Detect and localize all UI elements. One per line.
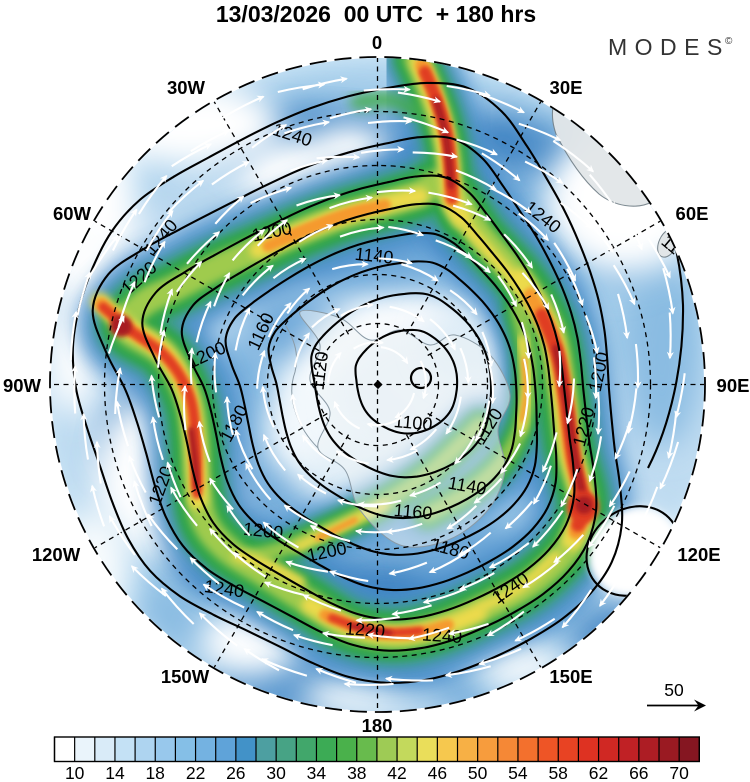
svg-text:90W: 90W	[3, 375, 42, 396]
svg-text:58: 58	[548, 763, 567, 782]
svg-text:150E: 150E	[549, 666, 592, 687]
svg-text:70: 70	[669, 763, 689, 782]
svg-text:1200: 1200	[242, 519, 284, 543]
svg-text:30: 30	[266, 763, 286, 782]
svg-text:90E: 90E	[717, 375, 750, 396]
svg-text:30W: 30W	[167, 77, 206, 98]
svg-text:60E: 60E	[676, 203, 709, 224]
svg-text:13/03/2026 00 UTC + 180 hrs: 13/03/2026 00 UTC + 180 hrs	[216, 1, 536, 27]
svg-text:1160: 1160	[393, 500, 433, 523]
svg-text:14: 14	[105, 763, 125, 782]
svg-text:54: 54	[508, 763, 528, 782]
svg-text:1100: 1100	[393, 411, 433, 434]
svg-text:120E: 120E	[677, 544, 720, 565]
svg-text:42: 42	[387, 763, 406, 782]
svg-text:34: 34	[307, 763, 327, 782]
svg-text:120W: 120W	[32, 544, 81, 565]
svg-text:©: ©	[725, 36, 733, 47]
svg-text:26: 26	[226, 763, 245, 782]
svg-text:50: 50	[664, 680, 684, 700]
svg-text:180: 180	[362, 715, 393, 736]
svg-text:60W: 60W	[53, 203, 92, 224]
svg-text:150W: 150W	[161, 666, 210, 687]
svg-text:22: 22	[186, 763, 205, 782]
svg-text:66: 66	[629, 763, 648, 782]
svg-text:30E: 30E	[550, 77, 583, 98]
svg-text:62: 62	[589, 763, 608, 782]
svg-text:38: 38	[347, 763, 366, 782]
svg-text:46: 46	[428, 763, 447, 782]
svg-text:0: 0	[372, 32, 382, 53]
svg-text:18: 18	[145, 763, 164, 782]
svg-text:50: 50	[468, 763, 488, 782]
svg-text:MODES: MODES	[608, 34, 730, 60]
svg-text:10: 10	[65, 763, 85, 782]
svg-text:1240: 1240	[421, 624, 462, 647]
